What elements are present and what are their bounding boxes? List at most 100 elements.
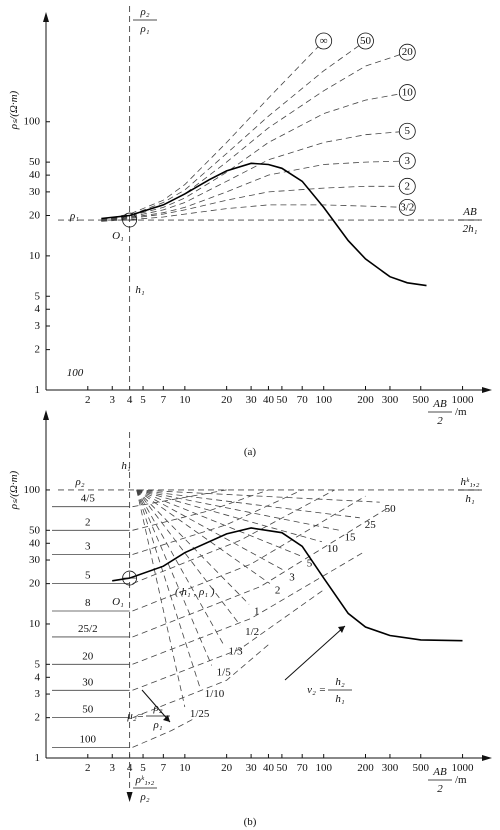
curve-label: 1/25 <box>190 708 210 720</box>
fraction-numerator: AB <box>432 766 447 778</box>
dashed-curve <box>132 489 269 531</box>
dashed-curve <box>136 489 201 687</box>
y-axis-label: ρₛ/(Ω·m) <box>8 90 20 130</box>
curve-label: 1/3 <box>229 646 244 658</box>
y-tick-label: 30 <box>29 554 41 566</box>
x-tick-label: 500 <box>413 762 430 774</box>
fraction-denominator: ρ₁ <box>139 23 149 35</box>
y-tick-label: 4 <box>35 303 41 315</box>
dashed-curve <box>132 717 196 748</box>
nu-arrowhead <box>338 626 345 633</box>
label-circle <box>398 84 416 101</box>
dashed-curve <box>132 495 366 612</box>
x-axis-arrow <box>482 755 492 761</box>
dashed-curve <box>101 40 324 221</box>
label-circle <box>398 43 416 61</box>
y-tick-label: 10 <box>29 618 41 630</box>
x-tick-label: 100 <box>315 762 332 774</box>
x-tick-label: 2 <box>85 762 91 774</box>
y-tick-label: 3 <box>35 688 41 700</box>
curve-label: 25 <box>365 519 377 531</box>
y-tick-label: 5 <box>35 658 41 670</box>
curve-label: 20 <box>82 650 94 662</box>
caption: (a) <box>244 446 257 458</box>
y-axis-label: ρₛ/(Ω·m) <box>8 470 20 510</box>
annotation: O₁ <box>112 230 124 242</box>
y-tick-label: 2 <box>35 344 41 356</box>
dashed-curve <box>136 489 213 666</box>
y-tick-label: 100 <box>24 116 41 128</box>
curve-label: 10 <box>402 87 414 99</box>
x-tick-label: 5 <box>140 394 146 406</box>
mu-arrowhead <box>163 715 170 722</box>
y-tick-label: 100 <box>24 484 41 496</box>
fraction-denominator: 2 <box>437 783 443 795</box>
annotation: ρ₁ <box>69 210 79 222</box>
x-tick-label: 40 <box>263 762 275 774</box>
curve-label: 1 <box>254 605 260 617</box>
nu-arrow <box>284 625 346 681</box>
fraction-numerator: ρ₂ <box>139 6 149 18</box>
y-tick-label: 5 <box>35 290 41 302</box>
annotation: O₁ <box>112 596 124 608</box>
dashed-curve <box>101 160 408 222</box>
dashed-curve <box>101 185 408 222</box>
fraction-denominator: ρ₂ <box>139 791 149 803</box>
dashed-curve <box>132 489 227 508</box>
dashed-curve <box>101 130 408 221</box>
annotation: ( h₁ , ρ₁ ) <box>175 586 215 598</box>
label-circle <box>357 32 374 50</box>
dashed-curve <box>132 644 269 719</box>
curve-label: 3 <box>289 572 295 584</box>
curve-label: 8 <box>85 597 91 609</box>
x-tick-label: 300 <box>382 394 399 406</box>
x-tick-label: 50 <box>276 762 288 774</box>
x-tick-label: 100 <box>315 394 332 406</box>
x-tick-label: 7 <box>161 394 167 406</box>
fraction-denominator: ρ₁ <box>152 719 162 731</box>
x-axis-unit: /m <box>455 406 467 418</box>
x-tick-label: 2 <box>85 394 91 406</box>
y-tick-label: 50 <box>29 156 41 168</box>
y-tick-label: 30 <box>29 186 41 198</box>
curve-label: 15 <box>345 531 357 543</box>
curve-label: 5 <box>85 570 91 582</box>
fraction-denominator: 2h₁ <box>463 223 478 235</box>
fraction-lhs: ν₂ = <box>307 684 326 696</box>
x-axis-arrow <box>482 387 492 393</box>
caption: (b) <box>244 816 257 828</box>
curve-label: 1/10 <box>205 688 225 700</box>
fraction-numerator: AB <box>462 206 477 218</box>
field-curve <box>112 527 463 642</box>
y-tick-label: 2 <box>35 712 41 724</box>
y-tick-label: 40 <box>29 169 41 181</box>
curve-label: 50 <box>385 503 397 515</box>
x-tick-label: 7 <box>161 762 167 774</box>
dashed-curve <box>101 204 408 222</box>
x-tick-label: 10 <box>179 394 191 406</box>
curve-label: 50 <box>360 35 372 47</box>
mu-arrow <box>141 689 171 723</box>
dashed-curve <box>101 92 408 221</box>
x-tick-label: 200 <box>357 762 374 774</box>
x-tick-label: 70 <box>297 762 309 774</box>
curve-label: 20 <box>402 46 414 58</box>
dashed-curve <box>136 489 360 519</box>
x-tick-label: 200 <box>357 394 374 406</box>
dashed-curve <box>136 489 186 708</box>
fraction-numerator: h₂ <box>335 676 345 688</box>
y-axis-arrow <box>43 12 49 22</box>
curve-label: 1/2 <box>245 626 259 638</box>
x-tick-label: 70 <box>297 394 309 406</box>
y-tick-label: 10 <box>29 250 41 262</box>
x-tick-label: 3 <box>109 762 115 774</box>
x-tick-label: 10 <box>179 762 191 774</box>
curve-label: 4/5 <box>81 493 96 505</box>
fraction-numerator: AB <box>432 398 447 410</box>
curve-label: 100 <box>80 733 97 745</box>
annotation: ρ₂ <box>74 476 84 488</box>
dashed-curve <box>132 550 366 665</box>
dashed-curve <box>136 489 323 543</box>
dashed-curve <box>136 489 224 645</box>
dashed-curve <box>132 489 335 584</box>
